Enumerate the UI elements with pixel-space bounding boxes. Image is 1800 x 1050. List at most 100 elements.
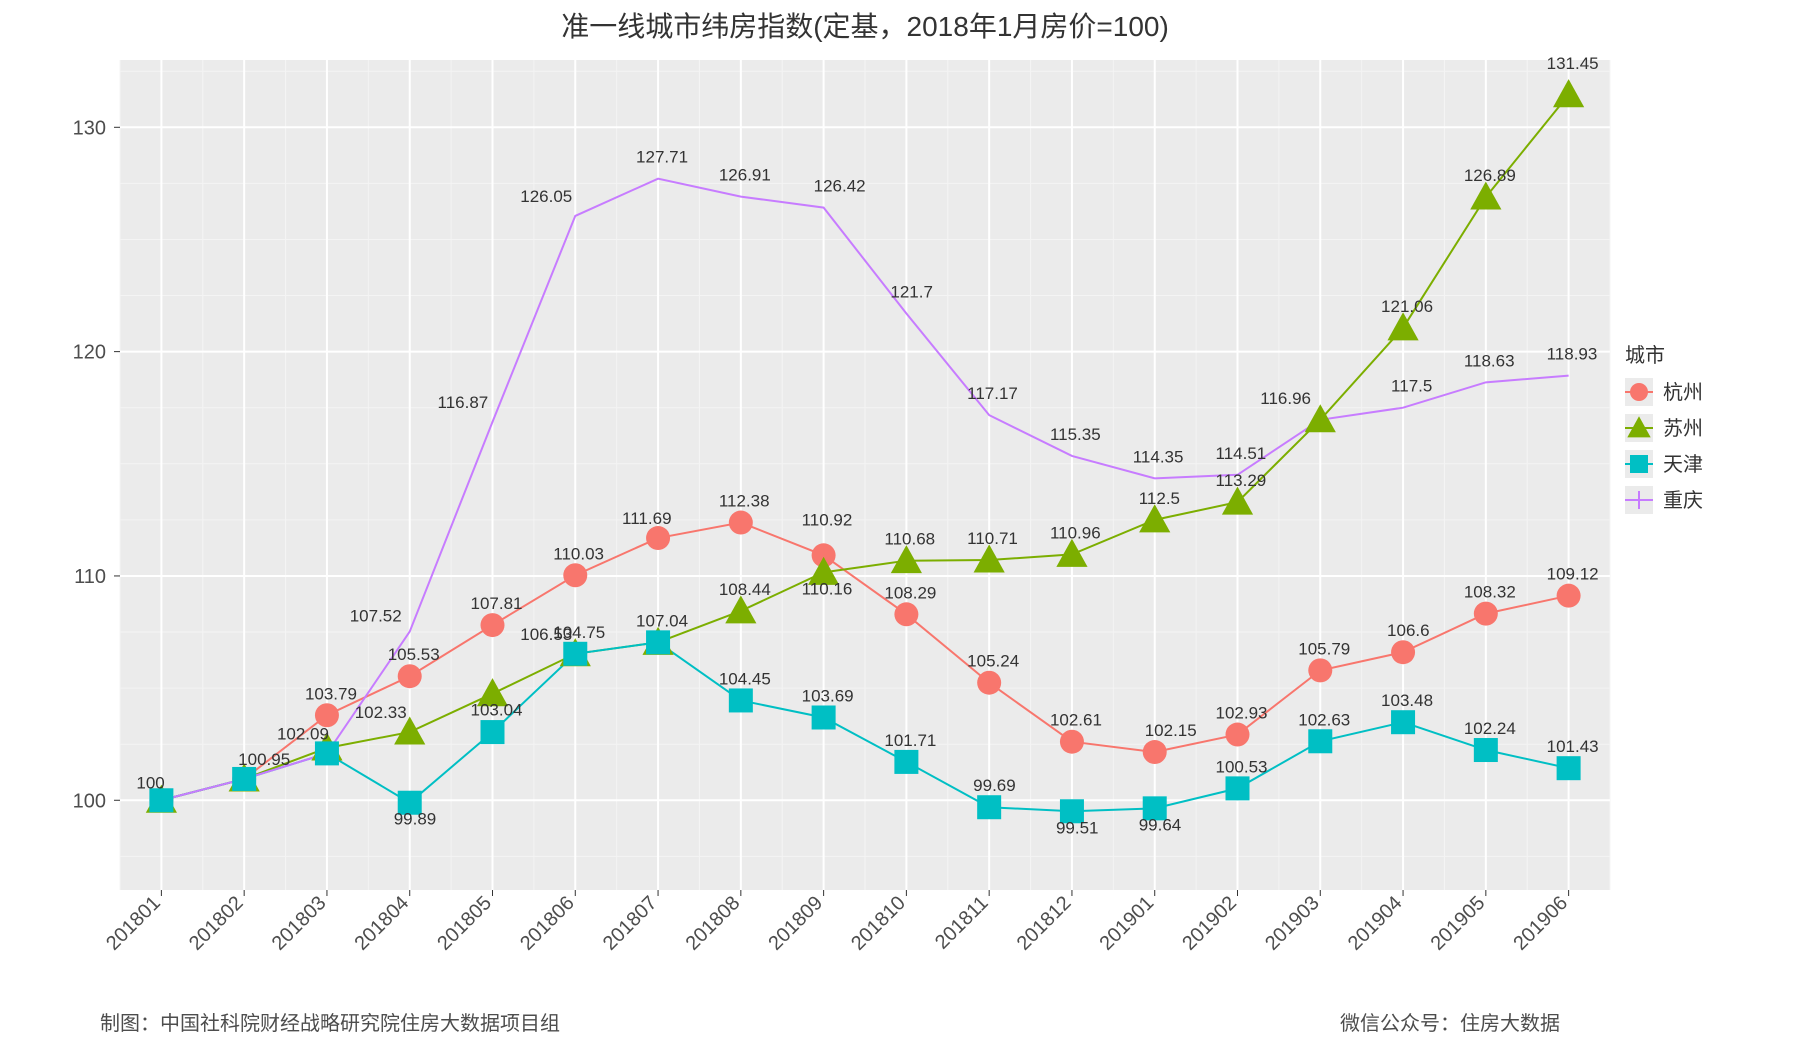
- data-label: 121.06: [1381, 297, 1433, 316]
- marker-circle: [398, 664, 422, 688]
- data-label: 103.79: [305, 684, 357, 703]
- data-label: 131.45: [1547, 54, 1599, 73]
- x-tick-label: 201805: [433, 892, 496, 955]
- data-label: 110.96: [1050, 523, 1101, 542]
- legend-title: 城市: [1625, 344, 1665, 367]
- data-label: 118.93: [1547, 345, 1598, 364]
- data-label: 118.63: [1464, 351, 1515, 370]
- marker-square: [232, 767, 256, 791]
- data-label: 103.69: [802, 686, 854, 705]
- data-label: 121.7: [890, 282, 933, 301]
- x-tick-label: 201809: [764, 892, 827, 955]
- footer-right: 微信公众号：住房大数据: [1340, 1012, 1560, 1035]
- marker-square: [1474, 738, 1498, 762]
- marker-circle: [1308, 658, 1332, 682]
- data-label: 103.48: [1381, 691, 1433, 710]
- marker-circle: [894, 602, 918, 626]
- x-tick-label: 201807: [599, 892, 662, 955]
- data-label: 107.81: [471, 594, 523, 613]
- data-label: 110.71: [967, 529, 1018, 548]
- marker-circle: [481, 613, 505, 637]
- marker-circle: [1474, 602, 1498, 626]
- data-label: 126.42: [814, 177, 866, 196]
- x-tick-label: 201810: [847, 892, 910, 955]
- marker-square: [812, 705, 836, 729]
- data-label: 108.44: [719, 580, 771, 599]
- data-label: 107.04: [636, 611, 688, 630]
- marker-circle: [977, 671, 1001, 695]
- x-tick-label: 201812: [1013, 892, 1076, 955]
- data-label: 110.92: [802, 510, 853, 529]
- marker-square: [1391, 710, 1415, 734]
- data-label: 116.87: [438, 393, 489, 412]
- y-tick-label: 100: [73, 790, 106, 812]
- marker-circle: [563, 563, 587, 587]
- x-tick-label: 201902: [1178, 892, 1241, 955]
- data-label: 100.95: [238, 750, 290, 769]
- data-label: 117.5: [1391, 377, 1432, 396]
- data-label: 102.61: [1050, 711, 1102, 730]
- marker-circle: [1557, 584, 1581, 608]
- marker-square: [563, 642, 587, 666]
- x-tick-label: 201804: [351, 892, 414, 955]
- marker-circle: [1226, 723, 1250, 747]
- marker-circle: [1391, 640, 1415, 664]
- marker-square: [1308, 729, 1332, 753]
- data-label: 104.45: [719, 669, 771, 688]
- marker-circle: [646, 526, 670, 550]
- data-label: 126.89: [1464, 166, 1516, 185]
- legend-label: 天津: [1663, 453, 1703, 476]
- marker-square: [1630, 455, 1648, 473]
- x-tick-label: 201904: [1344, 892, 1407, 955]
- marker-circle: [729, 511, 753, 535]
- data-label: 110.16: [802, 579, 853, 598]
- y-tick-label: 130: [73, 117, 106, 139]
- data-label: 108.32: [1464, 583, 1516, 602]
- data-label: 106.6: [1387, 621, 1430, 640]
- data-label: 102.15: [1145, 721, 1197, 740]
- y-tick-label: 110: [74, 566, 106, 588]
- data-label: 111.69: [622, 509, 671, 528]
- marker-square: [315, 741, 339, 765]
- data-label: 112.38: [719, 492, 770, 511]
- x-tick-label: 201801: [102, 892, 165, 955]
- x-tick-label: 201905: [1427, 892, 1490, 955]
- data-label: 112.5: [1139, 489, 1180, 508]
- marker-square: [481, 720, 505, 744]
- x-tick-label: 201901: [1096, 892, 1159, 955]
- data-label: 127.71: [636, 148, 688, 167]
- data-label: 101.43: [1547, 737, 1599, 756]
- data-label: 100: [136, 773, 164, 792]
- data-label: 102.63: [1298, 710, 1350, 729]
- data-label: 110.68: [884, 530, 935, 549]
- data-label: 102.33: [355, 703, 407, 722]
- x-tick-label: 201806: [516, 892, 579, 955]
- data-label: 110.03: [553, 544, 604, 563]
- data-label: 113.29: [1216, 471, 1267, 490]
- chart-container: 准一线城市纬房指数(定基，2018年1月房价=100)1001101201302…: [0, 0, 1800, 1050]
- data-label: 114.35: [1133, 447, 1184, 466]
- data-label: 109.12: [1547, 565, 1599, 584]
- x-tick-label: 201906: [1509, 892, 1572, 955]
- data-label: 115.35: [1050, 425, 1101, 444]
- data-label: 99.69: [973, 776, 1016, 795]
- x-tick-label: 201803: [268, 892, 331, 955]
- marker-square: [1557, 756, 1581, 780]
- marker-square: [894, 750, 918, 774]
- marker-square: [977, 795, 1001, 819]
- data-label: 105.79: [1298, 639, 1350, 658]
- data-label: 103.04: [471, 701, 523, 720]
- data-label: 99.64: [1139, 815, 1182, 834]
- marker-circle: [1143, 740, 1167, 764]
- data-label: 102.09: [277, 724, 329, 743]
- x-tick-label: 201808: [682, 892, 745, 955]
- data-label: 108.29: [884, 583, 936, 602]
- data-label: 105.53: [388, 645, 440, 664]
- chart-svg: 准一线城市纬房指数(定基，2018年1月房价=100)1001101201302…: [0, 0, 1800, 1050]
- chart-title: 准一线城市纬房指数(定基，2018年1月房价=100): [561, 11, 1169, 42]
- data-label: 117.17: [967, 384, 1018, 403]
- marker-square: [729, 688, 753, 712]
- x-tick-label: 201802: [185, 892, 248, 955]
- data-label: 126.91: [719, 166, 771, 185]
- data-label: 126.05: [520, 187, 572, 206]
